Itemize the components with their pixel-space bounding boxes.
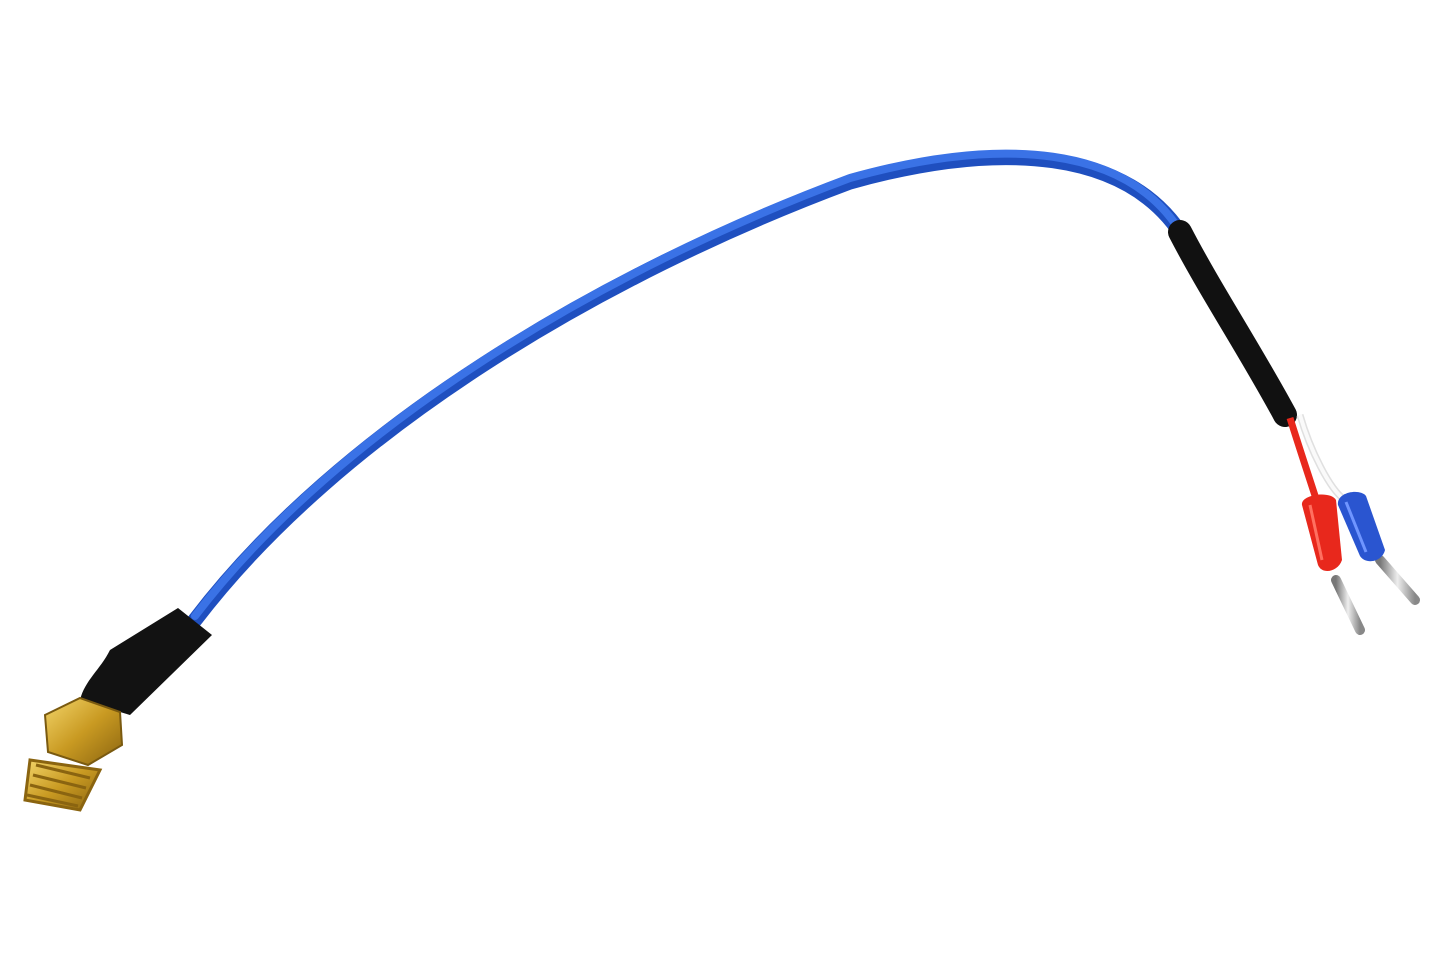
blue-ferrule [1337,491,1420,605]
brass-connector [23,696,124,812]
blue-cable [187,149,1193,628]
heat-shrink-right [1168,220,1297,427]
heat-shrink-left [80,608,212,715]
red-ferrule [1301,494,1365,635]
